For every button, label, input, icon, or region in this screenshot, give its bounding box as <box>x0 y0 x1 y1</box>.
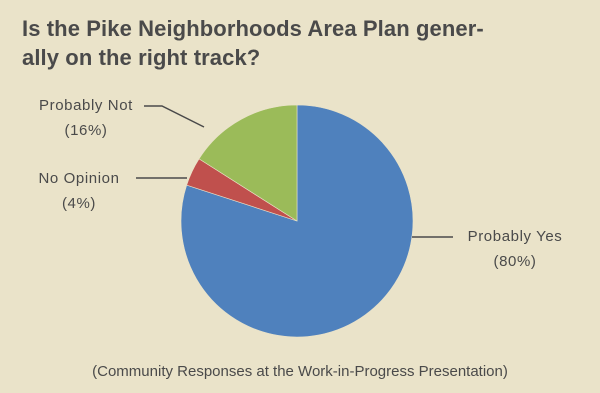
chart-title-line-2: ally on the right track? <box>22 45 261 70</box>
slice-value-probably-yes: (80%) <box>493 253 536 270</box>
slice-label-probably-yes: Probably Yes <box>468 228 563 245</box>
pie-slice-probably-not <box>198 104 298 222</box>
slice-value-probably-not: (16%) <box>64 122 107 139</box>
chart-subtitle: (Community Responses at the Work-in-Prog… <box>92 363 508 380</box>
slice-value-no-opinion: (4%) <box>62 195 96 212</box>
pie-labels: Probably Yes (80%) No Opinion (4%) Probably … <box>38 97 563 270</box>
slice-label-no-opinion: No Opinion <box>38 170 119 187</box>
chart-title: Is the Pike Neighborhoods Area Plan gene… <box>22 14 582 72</box>
chart-title-line-1: Is the Pike Neighborhoods Area Plan gene… <box>22 16 484 41</box>
pie-slice-probably-yes <box>180 104 414 338</box>
leader-line-probably-not <box>144 105 205 128</box>
pie-slices <box>180 104 414 338</box>
slice-label-probably-not: Probably Not <box>39 97 133 114</box>
